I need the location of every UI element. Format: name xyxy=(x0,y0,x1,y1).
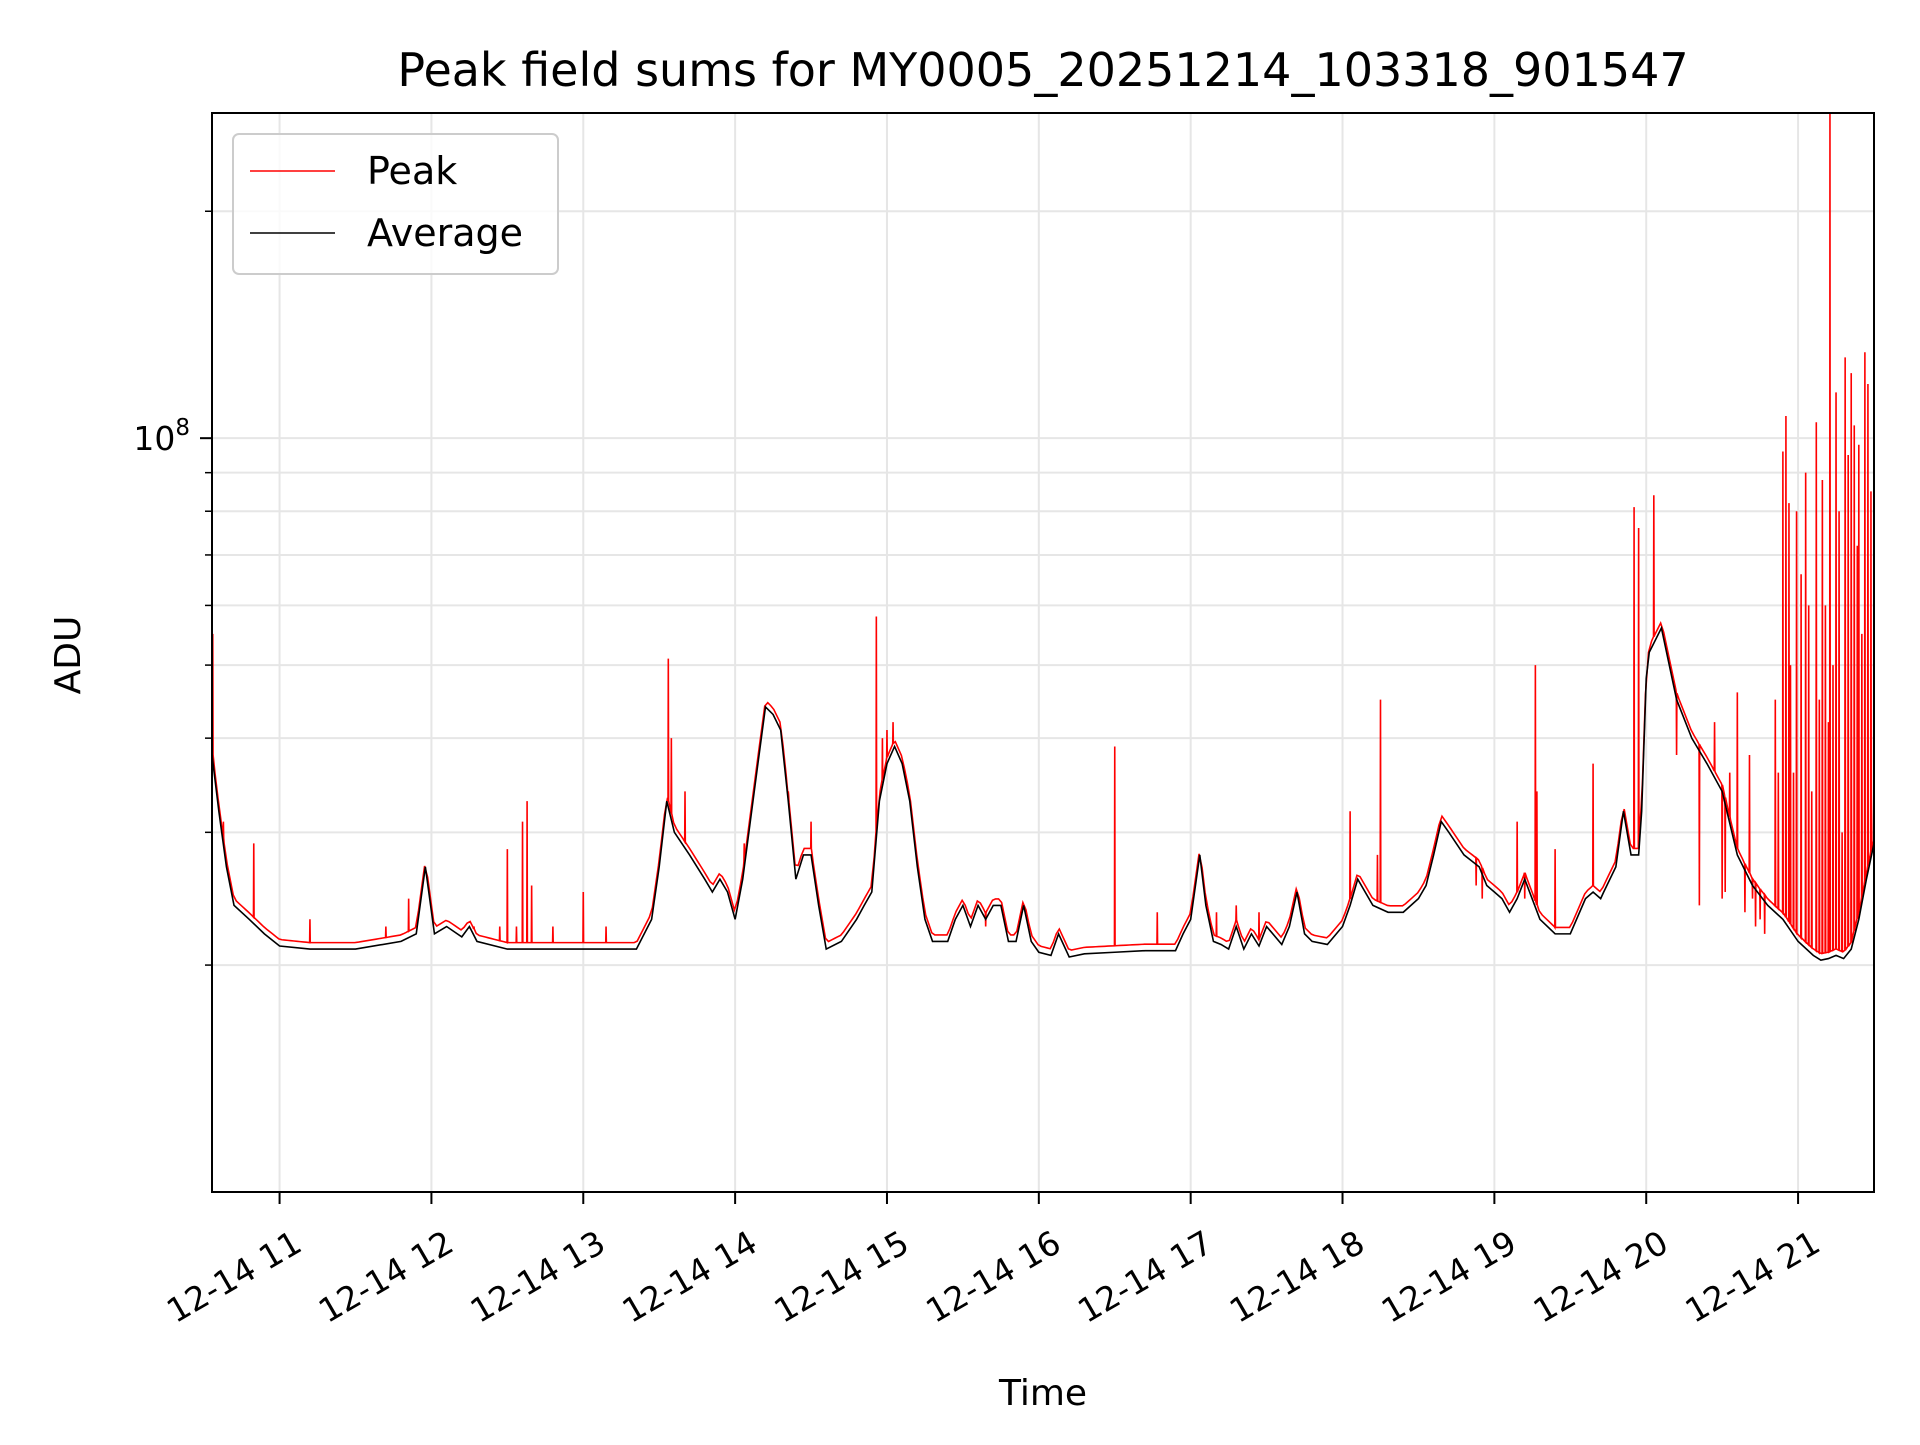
series-line-average xyxy=(211,625,1875,962)
y-tick-label: 108 xyxy=(133,415,190,458)
x-tick-label: 12-14 15 xyxy=(767,1223,915,1331)
series-line-peak xyxy=(211,112,1875,955)
x-tick-label: 12-14 20 xyxy=(1527,1223,1675,1331)
series-layer xyxy=(211,112,1875,962)
legend: Peak Average xyxy=(232,133,559,275)
x-tick-label: 12-14 18 xyxy=(1223,1223,1371,1331)
legend-label-peak: Peak xyxy=(367,149,457,193)
x-tick-label: 12-14 12 xyxy=(312,1223,460,1331)
x-tick-label: 12-14 21 xyxy=(1678,1223,1826,1331)
y-axis-label: ADU xyxy=(48,616,89,695)
x-axis-label: Time xyxy=(998,1373,1087,1414)
x-tick-label: 12-14 16 xyxy=(919,1223,1067,1331)
grid-layer xyxy=(212,113,1874,1192)
x-tick-label: 12-14 13 xyxy=(464,1223,612,1331)
y-tick-label-exponent: 8 xyxy=(175,415,190,441)
x-tick-label: 12-14 11 xyxy=(160,1223,308,1331)
x-tick-label: 12-14 17 xyxy=(1071,1223,1219,1331)
plot-area-frame xyxy=(211,112,1875,1193)
x-tick-label: 12-14 14 xyxy=(616,1223,764,1331)
y-tick-label-base: 10 xyxy=(133,419,175,458)
tick-layer: 12-14 11 12-14 12 12-14 13 12-14 14 12-14 15… xyxy=(133,210,1826,1331)
legend-label-average: Average xyxy=(367,211,523,255)
legend-frame xyxy=(232,133,559,275)
x-tick-label: 12-14 19 xyxy=(1375,1223,1523,1331)
chart-title: Peak field sums for MY0005_20251214_1033… xyxy=(397,43,1688,97)
